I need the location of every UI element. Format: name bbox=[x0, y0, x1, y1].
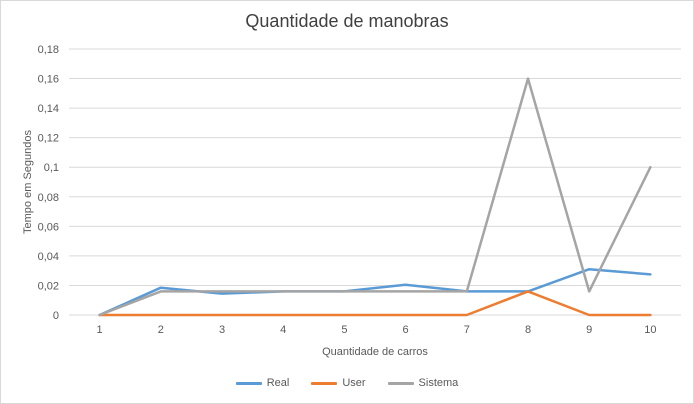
legend-item-real: Real bbox=[235, 377, 290, 389]
x-tick-label: 8 bbox=[525, 324, 531, 336]
y-tick-label: 0 bbox=[53, 310, 59, 322]
y-tick-label: 0,04 bbox=[38, 251, 59, 263]
x-tick-label: 7 bbox=[464, 324, 470, 336]
chart-legend: Real User Sistema bbox=[1, 377, 693, 389]
y-tick-label: 0,14 bbox=[38, 103, 59, 115]
legend-label: Sistema bbox=[418, 377, 459, 389]
legend-label: Real bbox=[266, 377, 290, 389]
x-tick-label: 5 bbox=[341, 324, 347, 336]
x-axis-label: Quantidade de carros bbox=[322, 346, 428, 358]
y-tick-label: 0,18 bbox=[38, 44, 59, 56]
legend-swatch bbox=[235, 381, 262, 385]
legend-item-user: User bbox=[311, 377, 366, 389]
legend-item-sistema: Sistema bbox=[387, 377, 459, 389]
y-axis-ticks: 0 0,02 0,04 0,06 0,08 0,1 0,12 0,14 0,16 0,18 bbox=[38, 44, 59, 322]
gridlines bbox=[69, 48, 681, 316]
x-tick-label: 6 bbox=[403, 324, 409, 336]
legend-label: User bbox=[342, 377, 366, 389]
series-line-sistema bbox=[98, 77, 652, 317]
chart-title: Quantidade de manobras bbox=[245, 11, 449, 31]
x-axis-ticks: 1 2 3 4 5 6 7 8 9 10 bbox=[97, 324, 657, 336]
x-tick-label: 1 bbox=[97, 324, 103, 336]
series-lines bbox=[98, 77, 652, 317]
x-tick-label: 4 bbox=[280, 324, 286, 336]
x-tick-label: 2 bbox=[158, 324, 164, 336]
y-axis-label: Tempo em Segundos bbox=[22, 130, 34, 234]
y-tick-label: 0,1 bbox=[44, 162, 59, 174]
legend-swatch bbox=[387, 381, 414, 385]
x-tick-label: 10 bbox=[644, 324, 656, 336]
x-tick-label: 9 bbox=[586, 324, 592, 336]
series-line-user bbox=[98, 290, 652, 317]
x-tick-label: 3 bbox=[219, 324, 225, 336]
y-tick-label: 0,06 bbox=[38, 221, 59, 233]
legend-swatch bbox=[311, 381, 338, 385]
y-tick-label: 0,02 bbox=[38, 280, 59, 292]
y-tick-label: 0,16 bbox=[38, 74, 59, 86]
y-tick-label: 0,12 bbox=[38, 133, 59, 145]
y-tick-label: 0,08 bbox=[38, 192, 59, 204]
